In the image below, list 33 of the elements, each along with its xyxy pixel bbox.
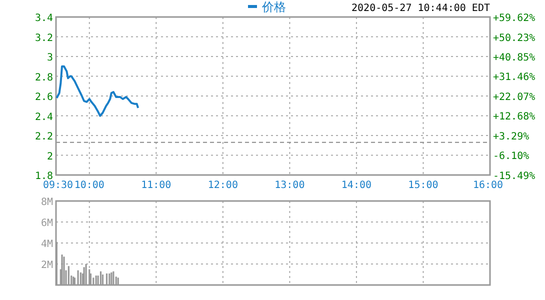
text: 2020-05-27 10:44:00 EDT [352,3,490,14]
x-tick-label: 13:00 [274,180,305,191]
y-tick-label: 2.2 [34,132,53,142]
x-tick-label: 14:00 [341,180,372,191]
y2-tick-label: +50.23% [493,32,536,44]
y-tick-label: 3 [46,52,53,64]
x-tick-label: 16:00 [472,180,504,191]
y-tick-label: 2 [46,151,53,162]
y-tick-label: 4M [40,239,53,250]
y2-tick-label: +31.46% [493,72,536,84]
y-tick-label: 2M [40,260,53,271]
x-tick-label: 12:00 [208,180,238,191]
y-tick-label: 3.4 [34,13,53,24]
x-tick-label: 10:00 [74,180,104,191]
y-tick-label: 6M [40,218,53,229]
y2-tick-label: -6.10% [493,151,530,162]
legend-label: 价格 [261,0,286,14]
x-tick-label: 11:00 [141,180,172,191]
y-tick-label: 2.8 [34,72,53,84]
y-tick-label: 3.2 [34,32,53,44]
y-tick-label: 1.8 [34,171,53,182]
y2-tick-label: +59.62% [493,13,536,24]
y-tick-label: 2.6 [34,92,53,103]
y2-tick-label: +3.29% [493,131,530,142]
y-tick-label: 8M [40,197,53,208]
y2-tick-label: +40.85% [493,52,536,64]
y2-tick-label: -15.49% [493,171,536,182]
y2-tick-label: +22.07% [493,92,536,103]
y2-tick-label: +12.68% [493,112,536,123]
y-tick-label: 2.4 [34,112,53,123]
line-series [56,65,140,117]
x-tick-label: 09:30 [42,180,74,191]
x-tick-label: 15:00 [408,180,438,191]
